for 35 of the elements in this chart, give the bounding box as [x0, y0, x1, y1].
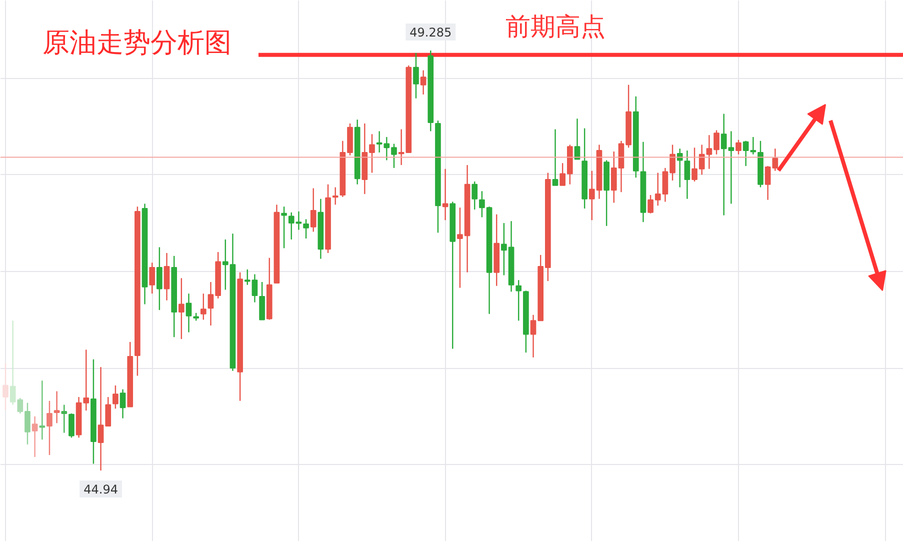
candlestick [32, 416, 38, 458]
candlestick [442, 168, 448, 221]
candlestick [17, 397, 24, 414]
candlestick [413, 52, 419, 99]
candlestick [310, 188, 316, 232]
candlestick [178, 278, 184, 340]
candlestick [68, 412, 74, 438]
candlestick [472, 180, 478, 210]
candlestick [516, 279, 522, 322]
candlestick [39, 380, 46, 440]
annotation: 49.285 [410, 26, 452, 40]
ref-line-label: 前期高点 [506, 12, 606, 41]
candlestick [112, 384, 118, 410]
candlestick [164, 252, 170, 301]
candlestick [552, 128, 558, 186]
candlestick [303, 218, 309, 240]
candlestick [259, 281, 265, 320]
candlestick [54, 390, 60, 424]
candlestick [61, 404, 68, 434]
candlestick [684, 150, 690, 200]
candlestick [24, 402, 30, 445]
candlestick [420, 70, 426, 96]
chart-title: 原油走势分析图 [42, 28, 232, 58]
candlestick [46, 400, 52, 456]
candlestick [2, 362, 8, 410]
candlestick [281, 206, 287, 249]
candlestick [10, 320, 16, 406]
candlestick [186, 293, 192, 333]
candlestick [332, 186, 338, 206]
candlestick [120, 388, 126, 419]
candlestick [149, 262, 156, 294]
candlestick [200, 293, 206, 320]
candlestick [736, 139, 742, 156]
candlestick [156, 246, 162, 311]
annotation: 44.94 [84, 482, 118, 496]
